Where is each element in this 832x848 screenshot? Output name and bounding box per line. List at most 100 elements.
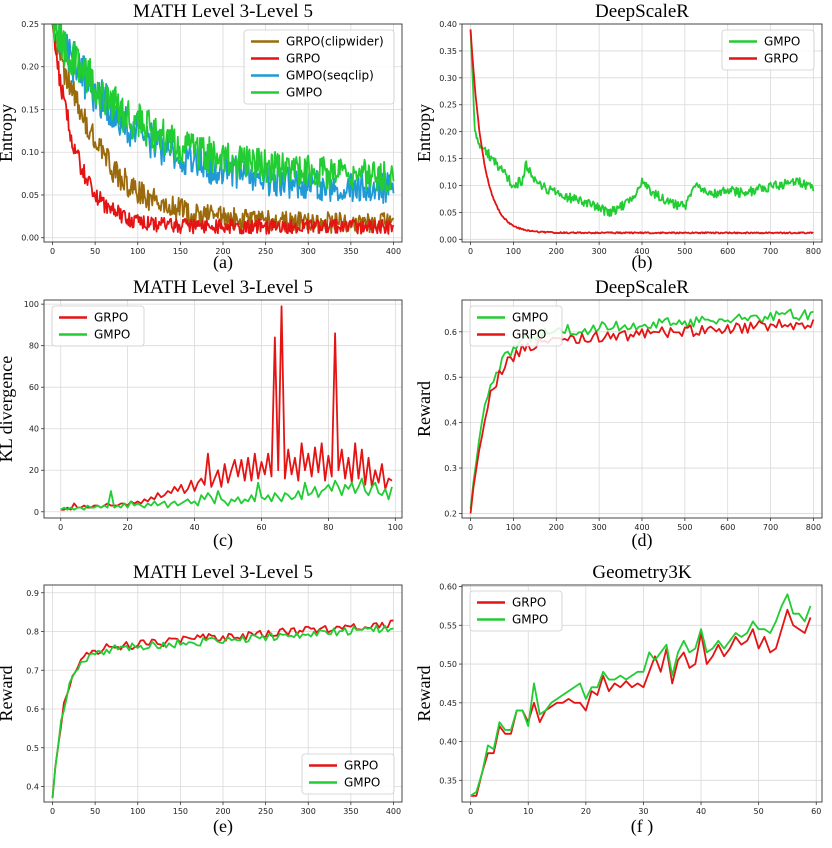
y-tick-label: 0.15 [21, 105, 39, 114]
legend-label: GRPO(clipwider) [286, 35, 384, 49]
x-tick-label: 10 [523, 807, 533, 816]
y-tick-label: 0.30 [439, 74, 457, 83]
legend: GRPO GMPO [301, 753, 395, 795]
y-tick-label: 0.20 [21, 63, 39, 72]
chart-panel-c: 0 20 40 60 80 100 0 20 40 60 80 100 MATH Level 3-Lev… [0, 277, 403, 551]
legend-box [469, 305, 563, 347]
x-tick-label: 150 [173, 247, 188, 256]
y-tick-label: 40 [29, 425, 39, 434]
series-group [60, 305, 393, 511]
y-tick-label: 0.40 [439, 20, 457, 29]
y-tick-label: 0.40 [439, 738, 457, 747]
panel-caption: (e) [213, 816, 233, 837]
y-tick-label: 0.2 [444, 509, 457, 518]
series-line-grpo [51, 619, 394, 799]
series-line-grpo [470, 608, 812, 797]
series-line-gmpo [469, 29, 815, 217]
series-group [51, 24, 395, 235]
legend-box [51, 305, 145, 347]
series-line-gmpo [470, 593, 812, 797]
panel-caption: (f ) [631, 816, 653, 837]
y-tick-label: 60 [29, 383, 39, 392]
x-tick-label: 40 [696, 807, 706, 816]
y-tick-label: 0.8 [26, 628, 39, 637]
y-tick-label: 0.05 [21, 191, 39, 200]
y-tick-label: 0.9 [26, 589, 39, 598]
chart-panel-d: 0 100 200 300 400 500 600 700 800 0.2 0.3 0.4 0.5 0.6… [414, 277, 823, 551]
x-tick-label: 700 [763, 523, 778, 532]
x-tick-label: 20 [123, 523, 133, 532]
chart-title: MATH Level 3-Level 5 [133, 1, 313, 22]
x-tick-label: 50 [90, 807, 100, 816]
x-tick-label: 700 [763, 247, 778, 256]
legend-label: GMPO(seqclip) [286, 69, 374, 83]
legend: GRPO GMPO [51, 305, 145, 347]
y-axis-label: KL divergence [0, 356, 16, 462]
y-tick-label: 0.4 [26, 783, 39, 792]
series-group [470, 593, 812, 797]
panel-caption: (c) [213, 530, 233, 551]
y-axis-label: Entropy [0, 104, 16, 162]
y-tick-label: 0.45 [439, 699, 457, 708]
y-tick-label: 0.6 [26, 705, 39, 714]
legend-label: GMPO [512, 311, 548, 325]
x-tick-label: 300 [301, 807, 316, 816]
plot-frame [461, 584, 823, 803]
x-tick-label: 100 [130, 807, 145, 816]
y-axis-label: Reward [414, 666, 434, 722]
legend: GMPO GRPO [721, 29, 815, 71]
x-tick-label: 250 [258, 247, 273, 256]
x-tick-label: 800 [806, 523, 821, 532]
legend: GRPO GMPO [469, 590, 563, 632]
series-line-gmpo-seqclip- [51, 24, 395, 204]
panel-caption: (d) [632, 530, 653, 551]
chart-panel-b: 0 100 200 300 400 500 600 700 800 0.00 0.05 0.10 0.1… [414, 1, 823, 273]
y-tick-label: 0.55 [439, 621, 457, 630]
x-tick-label: 0 [468, 247, 473, 256]
y-tick-label: 0.20 [439, 128, 457, 137]
chart-panel-f: 0 10 20 30 40 50 60 0.35 0.40 0.45 0.50 0.55 0.60 Geo… [414, 562, 823, 837]
legend-label: GRPO [94, 311, 128, 325]
x-tick-label: 500 [677, 247, 692, 256]
x-tick-label: 60 [811, 807, 821, 816]
legend-box [721, 29, 815, 71]
x-tick-label: 400 [634, 523, 649, 532]
x-tick-label: 50 [90, 247, 100, 256]
series-line-gmpo [60, 477, 393, 511]
y-tick-label: 0.50 [439, 660, 457, 669]
y-tick-label: 80 [29, 342, 39, 351]
x-tick-label: 100 [506, 247, 521, 256]
panel-caption: (a) [213, 252, 233, 273]
series-line-grpo [469, 29, 814, 235]
legend-box [243, 29, 395, 105]
x-tick-label: 200 [215, 247, 230, 256]
y-tick-label: 0.35 [439, 776, 457, 785]
y-tick-label: 0.3 [444, 464, 457, 473]
y-tick-label: 0.10 [21, 148, 39, 157]
legend-label: GRPO [286, 52, 320, 66]
y-tick-label: 0.6 [444, 328, 457, 337]
series-line-gmpo [51, 24, 395, 193]
legend: GMPO GRPO [469, 305, 563, 347]
x-tick-label: 350 [343, 247, 358, 256]
y-tick-label: 0.15 [439, 155, 457, 164]
legend-label: GMPO [764, 35, 800, 49]
legend: GRPO(clipwider) GRPO GMPO(seqclip) GMPO [243, 29, 395, 105]
x-tick-label: 0 [468, 807, 473, 816]
y-tick-label: 0.4 [444, 419, 457, 428]
y-tick-label: 0.5 [26, 744, 39, 753]
x-tick-label: 500 [677, 523, 692, 532]
y-axis-label: Reward [0, 666, 16, 722]
y-axis-label: Entropy [414, 104, 434, 162]
y-tick-label: 0.05 [439, 208, 457, 217]
x-tick-label: 200 [549, 523, 564, 532]
y-tick-label: 100 [24, 300, 39, 309]
legend-label: GRPO [764, 52, 798, 66]
legend-label: GMPO [344, 776, 380, 790]
chart-panel-e: 0 50 100 150 200 250 300 350 400 0.4 0.5 0.6 0.7 0.8 0… [0, 562, 403, 837]
y-tick-label: 0 [34, 508, 39, 517]
legend-label: GRPO [512, 328, 546, 342]
y-axis-label: Reward [414, 381, 434, 437]
x-tick-label: 100 [130, 247, 145, 256]
